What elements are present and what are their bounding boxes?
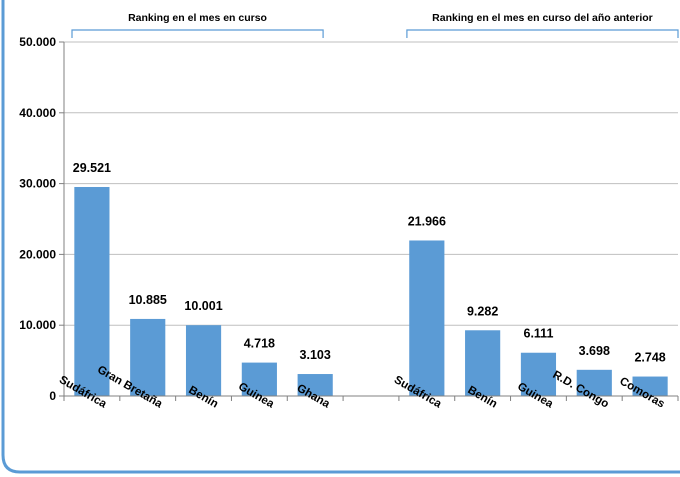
y-tick-label: 50.000 [19, 35, 56, 49]
data-label: 3.698 [579, 344, 610, 358]
bar [409, 240, 445, 396]
axes [59, 29, 679, 401]
bar [465, 330, 501, 396]
y-tick-label: 10.000 [19, 318, 56, 332]
data-label: 10.001 [184, 299, 222, 313]
group-title: Ranking en el mes en curso del año anter… [432, 12, 653, 24]
bar [632, 376, 668, 396]
group-bracket [71, 29, 324, 38]
bar [74, 186, 110, 396]
bar [520, 352, 557, 396]
y-tick-label: 20.000 [19, 247, 56, 261]
gridlines [64, 41, 678, 326]
data-label: 21.966 [408, 214, 446, 228]
bar [576, 369, 612, 396]
data-label: 29.521 [73, 161, 111, 175]
data-label: 6.111 [524, 327, 554, 341]
labels: 010.00020.00030.00040.00050.00029.521Sud… [19, 12, 666, 411]
data-label: 2.748 [634, 351, 665, 365]
data-label: 10.885 [129, 293, 167, 307]
bar [297, 374, 333, 396]
data-label: 9.282 [467, 304, 498, 318]
data-label: 3.103 [300, 348, 331, 362]
bar [130, 318, 166, 396]
y-tick-label: 30.000 [19, 177, 56, 191]
y-tick-label: 40.000 [19, 106, 56, 120]
group-title: Ranking en el mes en curso [128, 12, 267, 24]
data-label: 4.718 [244, 337, 275, 351]
bars [74, 186, 668, 396]
group-bracket [406, 29, 679, 38]
bar [241, 362, 277, 396]
y-tick-label: 0 [49, 389, 56, 403]
bar [185, 325, 222, 396]
